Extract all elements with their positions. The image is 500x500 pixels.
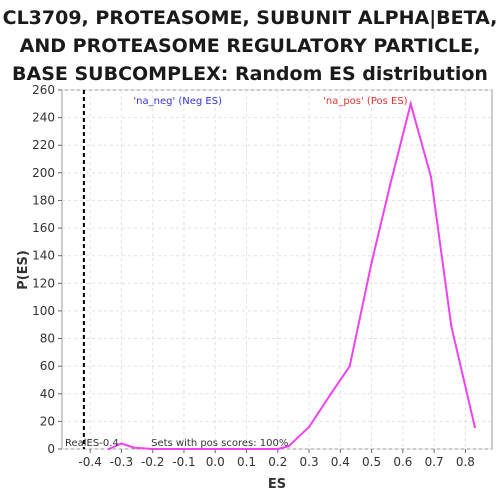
data-point [182, 447, 186, 451]
x-tick-label: 0.6 [393, 455, 412, 469]
data-point [409, 102, 412, 106]
data-point [450, 324, 453, 328]
x-axis-title: ES [268, 477, 286, 492]
y-tick-label: 20 [40, 414, 55, 428]
x-tick-label: 0.0 [206, 455, 225, 469]
data-point [389, 182, 392, 186]
x-tick-label: -0.3 [110, 455, 133, 469]
plot-area [61, 89, 493, 450]
y-tick-label: 80 [40, 332, 55, 346]
data-point [307, 425, 311, 429]
data-point [245, 447, 248, 451]
y-tick-label: 140 [32, 249, 55, 263]
y-tick-label: 200 [32, 166, 55, 180]
data-point [329, 392, 333, 395]
x-tick-label: 0.5 [362, 455, 381, 469]
data-point [214, 447, 217, 451]
annotation-layer: RealES-0.4 'na_neg' (Neg ES) 'na_pos' (Pos… [65, 90, 408, 449]
neg-es-label: 'na_neg' (Neg ES) [133, 96, 222, 107]
data-point [132, 446, 136, 449]
axis-layer: -0.4 -0.3 -0.2 -0.1 0.0 0.1 0.2 0.3 0.4 0.5 0.6 0.7… [32, 83, 475, 469]
data-point [370, 261, 373, 264]
data-point [107, 447, 111, 451]
es-distribution-line [108, 99, 476, 450]
x-tick-label: -0.4 [78, 455, 101, 469]
y-tick-label: 40 [40, 387, 55, 401]
y-tick-label: 160 [32, 221, 55, 235]
y-tick-label: 220 [32, 138, 55, 152]
x-tick-label: 0.8 [456, 455, 475, 469]
x-tick-label: 0.2 [268, 455, 287, 469]
data-point [348, 364, 351, 368]
y-tick-label: 100 [32, 304, 55, 318]
data-point [276, 447, 279, 451]
y-tick-label: 240 [32, 111, 55, 125]
pos-es-label: 'na_pos' (Pos ES) [323, 96, 408, 107]
x-tick-label: -0.1 [172, 455, 195, 469]
y-tick-label: 260 [32, 83, 55, 97]
x-tick-label: 0.7 [425, 455, 444, 469]
data-point [151, 447, 154, 451]
chart-title: CL3709, PROTEASOME, SUBUNIT ALPHA|BETA, … [2, 7, 498, 85]
data-point [429, 175, 433, 179]
y-axis-title: P(ES) [16, 250, 31, 290]
x-tick-label: -0.2 [141, 455, 164, 469]
y-tick-label: 0 [47, 442, 55, 456]
x-tick-label: 0.4 [331, 455, 350, 469]
y-tick-label: 120 [32, 276, 55, 290]
y-tick-label: 180 [32, 193, 55, 207]
pos-scores-label: Sets with pos scores: 100% [151, 438, 288, 449]
x-tick-label: 0.3 [300, 455, 319, 469]
data-point [287, 445, 290, 448]
data-point [120, 442, 123, 445]
real-es-label: RealES-0.4 [65, 438, 119, 449]
data-point [473, 425, 476, 429]
x-tick-label: 0.1 [237, 455, 256, 469]
series-layer [107, 99, 476, 451]
y-tick-label: 60 [40, 359, 55, 373]
